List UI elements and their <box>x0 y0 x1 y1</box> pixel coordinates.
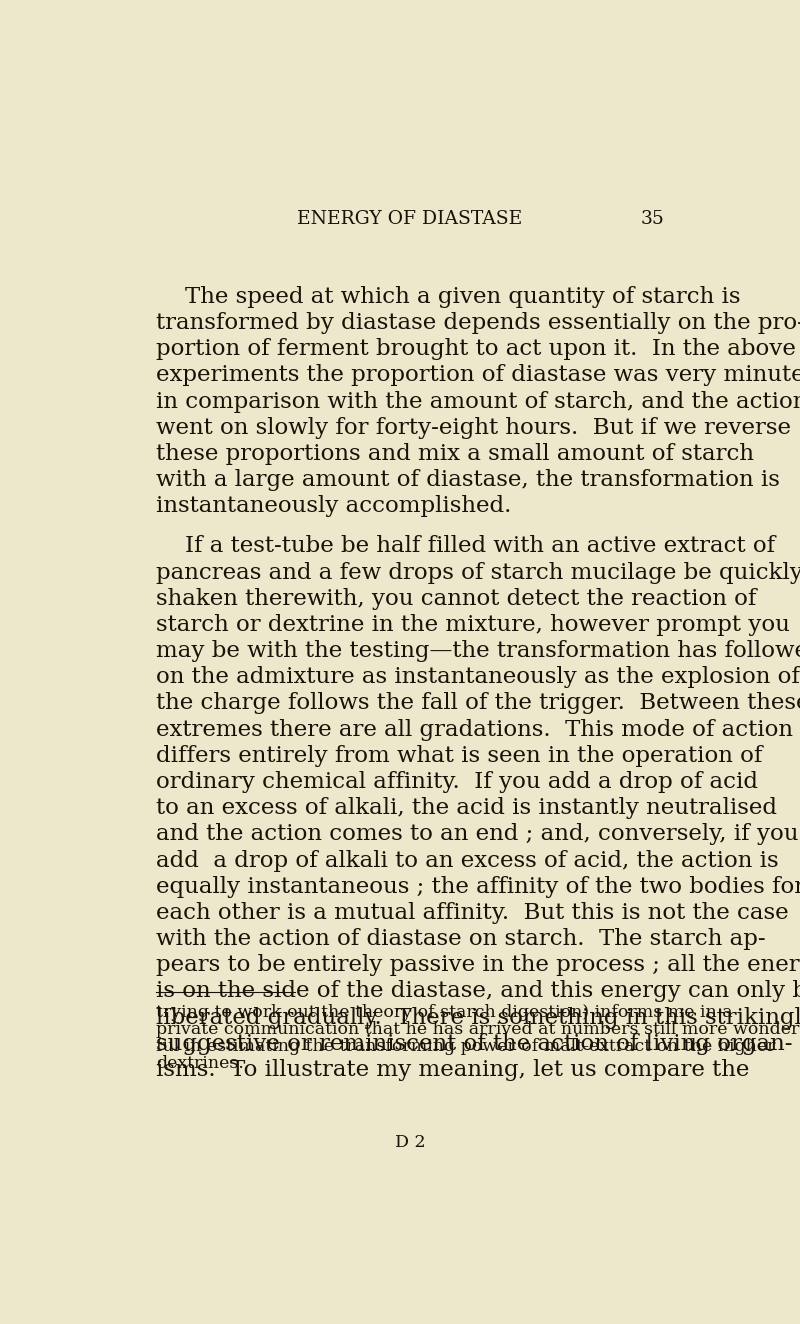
Text: is on the side of the diastase, and this energy can only be: is on the side of the diastase, and this… <box>156 981 800 1002</box>
Text: on the admixture as instantaneously as the explosion of: on the admixture as instantaneously as t… <box>156 666 800 688</box>
Text: instantaneously accomplished.: instantaneously accomplished. <box>156 495 511 518</box>
Text: these proportions and mix a small amount of starch: these proportions and mix a small amount… <box>156 444 754 465</box>
Text: each other is a mutual affinity.  But this is not the case: each other is a mutual affinity. But thi… <box>156 902 789 924</box>
Text: ENERGY OF DIASTASE: ENERGY OF DIASTASE <box>298 211 522 228</box>
Text: went on slowly for forty-eight hours.  But if we reverse: went on slowly for forty-eight hours. Bu… <box>156 417 790 438</box>
Text: differs entirely from what is seen in the operation of: differs entirely from what is seen in th… <box>156 745 762 767</box>
Text: portion of ferment brought to act upon it.  In the above: portion of ferment brought to act upon i… <box>156 339 796 360</box>
Text: experiments the proportion of diastase was very minute: experiments the proportion of diastase w… <box>156 364 800 387</box>
Text: 35: 35 <box>640 211 664 228</box>
Text: suggestive or reminiscent of the action of living organ-: suggestive or reminiscent of the action … <box>156 1033 792 1055</box>
Text: dextrines.: dextrines. <box>156 1055 244 1072</box>
Text: pancreas and a few drops of starch mucilage be quickly: pancreas and a few drops of starch mucil… <box>156 561 800 584</box>
Text: with the action of diastase on starch.  The starch ap-: with the action of diastase on starch. T… <box>156 928 766 951</box>
Text: in comparison with the amount of starch, and the action: in comparison with the amount of starch,… <box>156 391 800 413</box>
Text: The speed at which a given quantity of starch is: The speed at which a given quantity of s… <box>156 286 740 308</box>
Text: transformed by diastase depends essentially on the pro-: transformed by diastase depends essentia… <box>156 312 800 334</box>
Text: ful in estimating the transforming power of malt-extract on the higher: ful in estimating the transforming power… <box>156 1038 775 1055</box>
Text: trying to work out the theory of starch digestion) informs me in a: trying to work out the theory of starch … <box>156 1005 733 1021</box>
Text: equally instantaneous ; the affinity of the two bodies for: equally instantaneous ; the affinity of … <box>156 875 800 898</box>
Text: may be with the testing—the transformation has followed: may be with the testing—the transformati… <box>156 639 800 662</box>
Text: If a test-tube be half filled with an active extract of: If a test-tube be half filled with an ac… <box>156 535 775 557</box>
Text: pears to be entirely passive in the process ; all the energy: pears to be entirely passive in the proc… <box>156 955 800 976</box>
Text: to an excess of alkali, the acid is instantly neutralised: to an excess of alkali, the acid is inst… <box>156 797 777 820</box>
Text: shaken therewith, you cannot detect the reaction of: shaken therewith, you cannot detect the … <box>156 588 756 610</box>
Text: liberated gradually.  There is something in this strikingly: liberated gradually. There is something … <box>156 1006 800 1029</box>
Text: extremes there are all gradations.  This mode of action: extremes there are all gradations. This … <box>156 719 793 740</box>
Text: ordinary chemical affinity.  If you add a drop of acid: ordinary chemical affinity. If you add a… <box>156 771 758 793</box>
Text: D 2: D 2 <box>394 1135 426 1152</box>
Text: the charge follows the fall of the trigger.  Between these: the charge follows the fall of the trigg… <box>156 692 800 715</box>
Text: with a large amount of diastase, the transformation is: with a large amount of diastase, the tra… <box>156 469 780 491</box>
Text: and the action comes to an end ; and, conversely, if you: and the action comes to an end ; and, co… <box>156 824 798 846</box>
Text: isms.  To illustrate my meaning, let us compare the: isms. To illustrate my meaning, let us c… <box>156 1059 749 1080</box>
Text: add  a drop of alkali to an excess of acid, the action is: add a drop of alkali to an excess of aci… <box>156 850 778 871</box>
Text: private communication that he has arrived at numbers still more wonder-: private communication that he has arrive… <box>156 1021 800 1038</box>
Text: starch or dextrine in the mixture, however prompt you: starch or dextrine in the mixture, howev… <box>156 614 790 636</box>
